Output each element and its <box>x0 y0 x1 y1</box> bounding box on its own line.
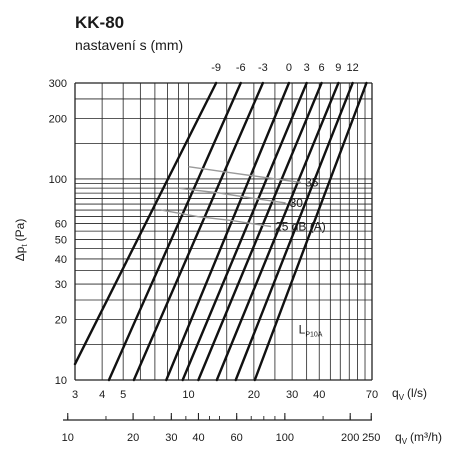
x2-tick-label: 20 <box>127 432 139 444</box>
series-label: 9 <box>335 62 341 74</box>
x-tick-label: 30 <box>286 389 298 401</box>
x2-tick-label: 60 <box>231 432 243 444</box>
series-lines <box>73 81 368 382</box>
y-tick-label: 200 <box>49 113 67 125</box>
noise-line <box>188 166 302 184</box>
noise-label: 25 dB (A) <box>275 220 326 234</box>
series-label: -9 <box>211 62 221 74</box>
series-line <box>215 81 340 382</box>
x2-tick-label: 200 <box>341 432 359 444</box>
series-line <box>234 81 354 382</box>
x-tick-label: 5 <box>120 389 126 401</box>
x-tick-label: 20 <box>248 389 260 401</box>
x-tick-label: 4 <box>99 389 105 401</box>
x2-axis-label: qV (m³/h) <box>395 430 442 446</box>
x2-tick-label: 100 <box>276 432 294 444</box>
y-tick-label: 10 <box>55 375 67 387</box>
y-tick-label: 50 <box>55 234 67 246</box>
series-line <box>107 81 242 382</box>
y-axis-label: Δpt(Pa) <box>13 219 29 262</box>
grid-lines <box>74 82 373 381</box>
x-tick-label: 10 <box>182 389 194 401</box>
y-tick-labels: 10 20 30 40 50 60 100 200 300 <box>49 78 67 387</box>
y-tick-label: 60 <box>55 219 67 231</box>
noise-line <box>178 187 286 204</box>
series-label: 0 <box>286 62 292 74</box>
noise-line <box>161 209 272 228</box>
series-line <box>73 81 218 366</box>
series-line <box>253 81 368 382</box>
y-tick-label: 20 <box>55 314 67 326</box>
x2-tick-label: 40 <box>192 432 204 444</box>
x-tick-label: 3 <box>72 389 78 401</box>
y-tick-label: 100 <box>49 174 67 186</box>
series-line <box>197 81 323 382</box>
series-label: -3 <box>258 62 268 74</box>
y-tick-label: 300 <box>49 78 67 90</box>
chart-subtitle: nastavení s (mm) <box>75 37 183 53</box>
series-line <box>132 81 265 382</box>
noise-label: 30 <box>290 196 304 210</box>
x-tick-labels: 3 4 5 10 20 30 40 70 <box>72 389 378 401</box>
x-tick-label: 40 <box>313 389 325 401</box>
x-tick-label: 70 <box>366 389 378 401</box>
series-labels: -9 -6 -3 0 3 6 9 12 <box>211 62 359 74</box>
series-label: 3 <box>304 62 310 74</box>
x2-tick-label: 250 <box>362 432 380 444</box>
series-line <box>165 81 291 382</box>
x-axis-label: qV (l/s) <box>392 386 427 402</box>
series-label: -6 <box>236 62 246 74</box>
noise-lines <box>161 166 302 228</box>
series-line <box>181 81 308 382</box>
series-label: 6 <box>319 62 325 74</box>
chart-title: KK-80 <box>75 13 124 32</box>
x2-tick-label: 10 <box>62 432 74 444</box>
secondary-x-axis: 10 20 30 40 60 100 200 250 <box>62 413 380 444</box>
series-label: 12 <box>347 62 359 74</box>
noise-label: 35 <box>305 175 319 189</box>
x2-tick-label: 30 <box>165 432 177 444</box>
y-tick-label: 30 <box>55 279 67 291</box>
y-tick-label: 40 <box>55 254 67 266</box>
annotation-lp10a: LP10A <box>299 323 323 339</box>
